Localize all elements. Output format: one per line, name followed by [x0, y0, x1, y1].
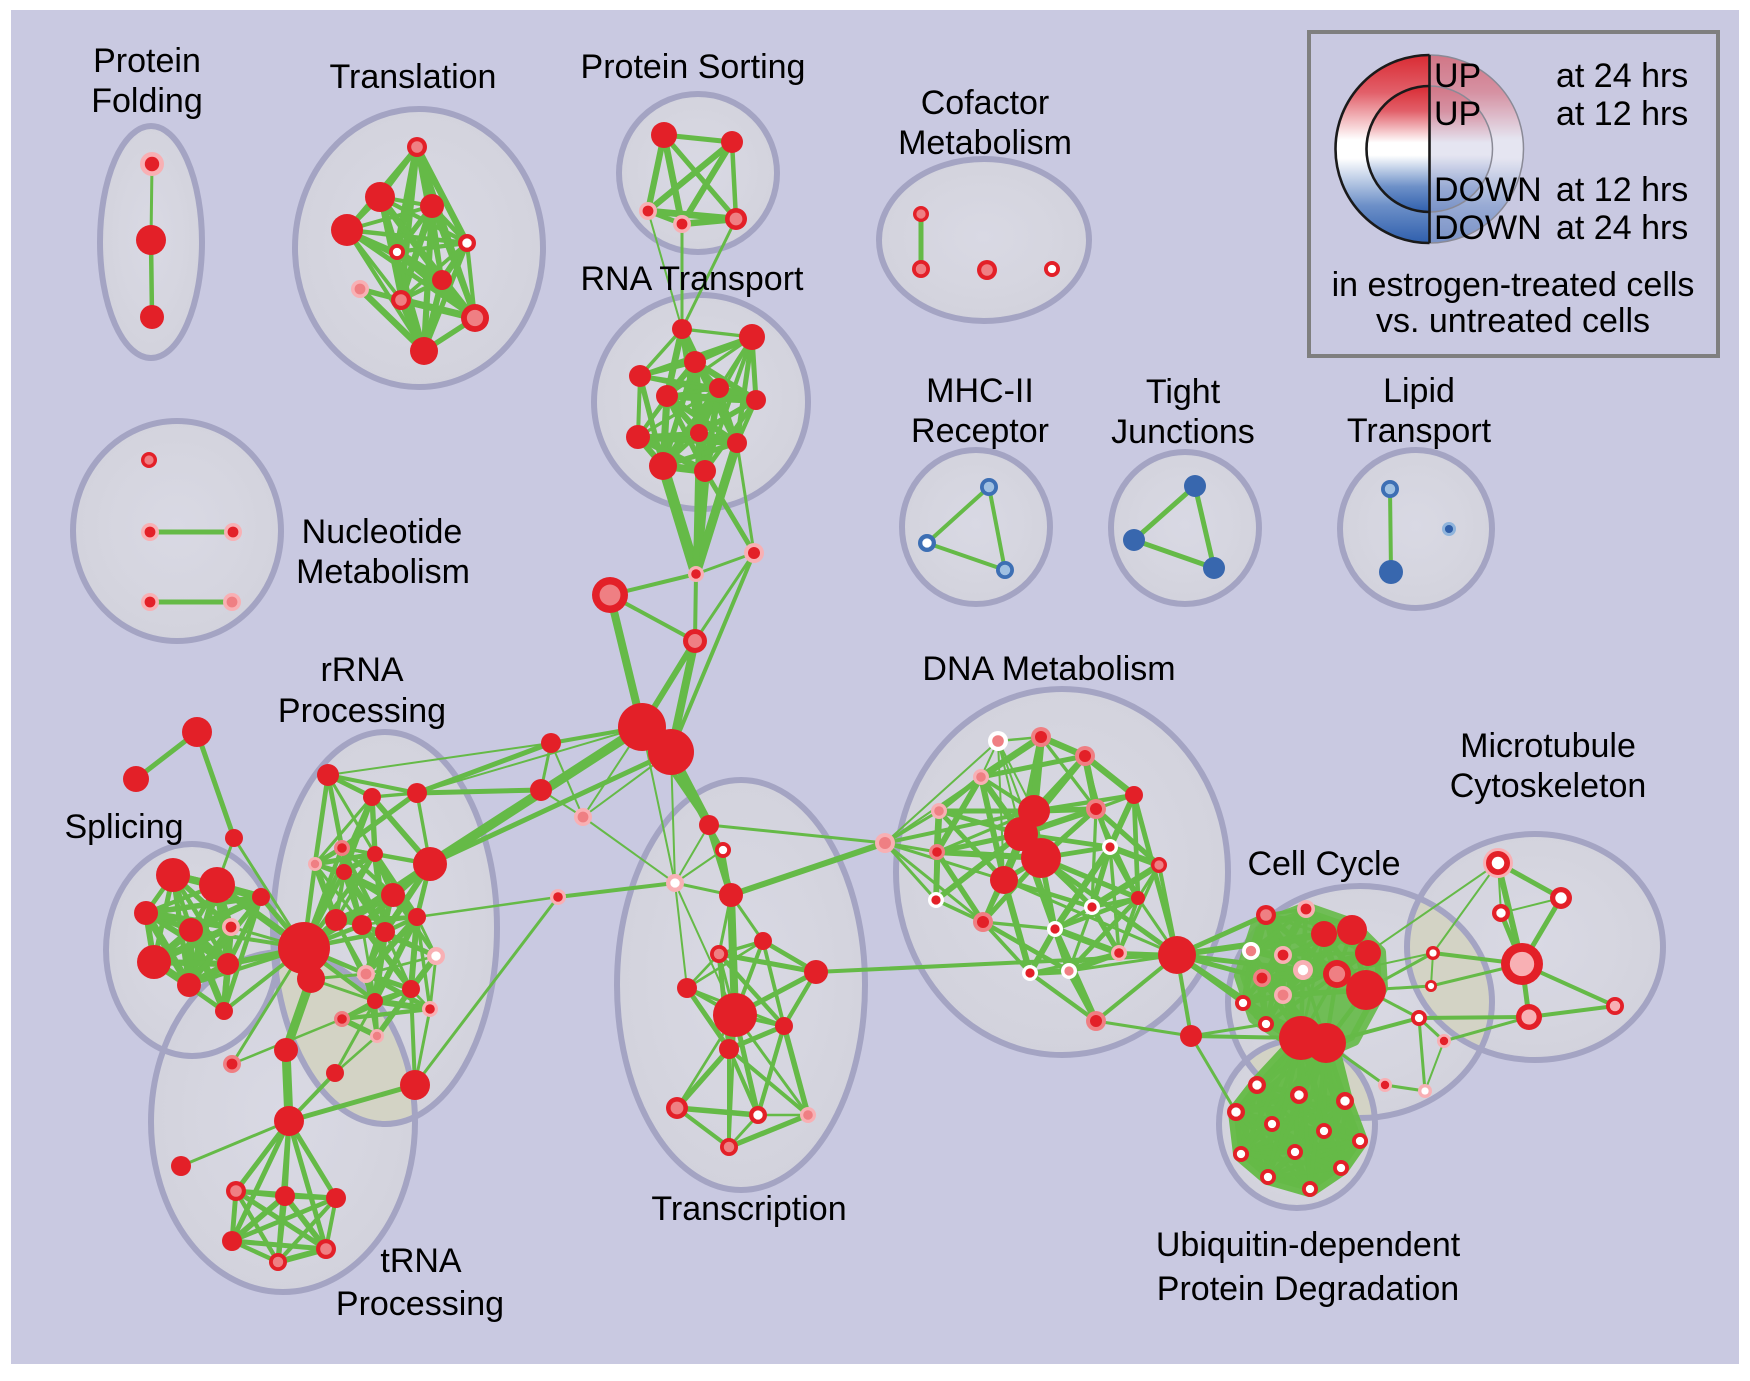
svg-text:Junctions: Junctions	[1111, 413, 1255, 451]
svg-text:at 24 hrs: at 24 hrs	[1556, 209, 1688, 247]
svg-text:at 12 hrs: at 12 hrs	[1556, 171, 1688, 209]
svg-text:Cytoskeleton: Cytoskeleton	[1450, 767, 1647, 805]
svg-text:Metabolism: Metabolism	[898, 124, 1072, 162]
svg-text:Protein Degradation: Protein Degradation	[1157, 1270, 1459, 1308]
svg-text:DOWN: DOWN	[1434, 209, 1542, 247]
svg-text:Folding: Folding	[91, 82, 203, 120]
svg-text:in estrogen-treated cells: in estrogen-treated cells	[1332, 266, 1695, 304]
svg-text:Protein: Protein	[93, 42, 201, 80]
svg-text:Transcription: Transcription	[651, 1190, 846, 1228]
svg-text:UP: UP	[1434, 95, 1481, 133]
svg-text:tRNA: tRNA	[380, 1242, 462, 1280]
svg-text:Tight: Tight	[1146, 373, 1221, 411]
svg-text:Processing: Processing	[336, 1285, 504, 1323]
svg-text:Lipid: Lipid	[1383, 372, 1455, 410]
svg-text:Cofactor: Cofactor	[921, 84, 1050, 122]
svg-text:MHC-II: MHC-II	[926, 372, 1034, 410]
svg-text:Nucleotide: Nucleotide	[302, 513, 463, 551]
svg-text:Protein Sorting: Protein Sorting	[581, 48, 806, 86]
svg-text:Splicing: Splicing	[64, 808, 183, 846]
svg-text:DNA Metabolism: DNA Metabolism	[922, 650, 1175, 688]
svg-text:Ubiquitin-dependent: Ubiquitin-dependent	[1156, 1226, 1461, 1264]
svg-text:UP: UP	[1434, 57, 1481, 95]
svg-text:Microtubule: Microtubule	[1460, 727, 1636, 765]
svg-text:RNA Transport: RNA Transport	[581, 260, 805, 298]
svg-text:Processing: Processing	[278, 692, 446, 730]
svg-text:Translation: Translation	[330, 58, 497, 96]
svg-text:Cell Cycle: Cell Cycle	[1247, 845, 1400, 883]
svg-text:at 24 hrs: at 24 hrs	[1556, 57, 1688, 95]
svg-text:Transport: Transport	[1347, 412, 1492, 450]
svg-text:vs. untreated cells: vs. untreated cells	[1376, 302, 1650, 340]
svg-text:rRNA: rRNA	[320, 651, 403, 689]
svg-text:Receptor: Receptor	[911, 412, 1049, 450]
svg-text:DOWN: DOWN	[1434, 171, 1542, 209]
svg-text:Metabolism: Metabolism	[296, 553, 470, 591]
svg-text:at 12 hrs: at 12 hrs	[1556, 95, 1688, 133]
